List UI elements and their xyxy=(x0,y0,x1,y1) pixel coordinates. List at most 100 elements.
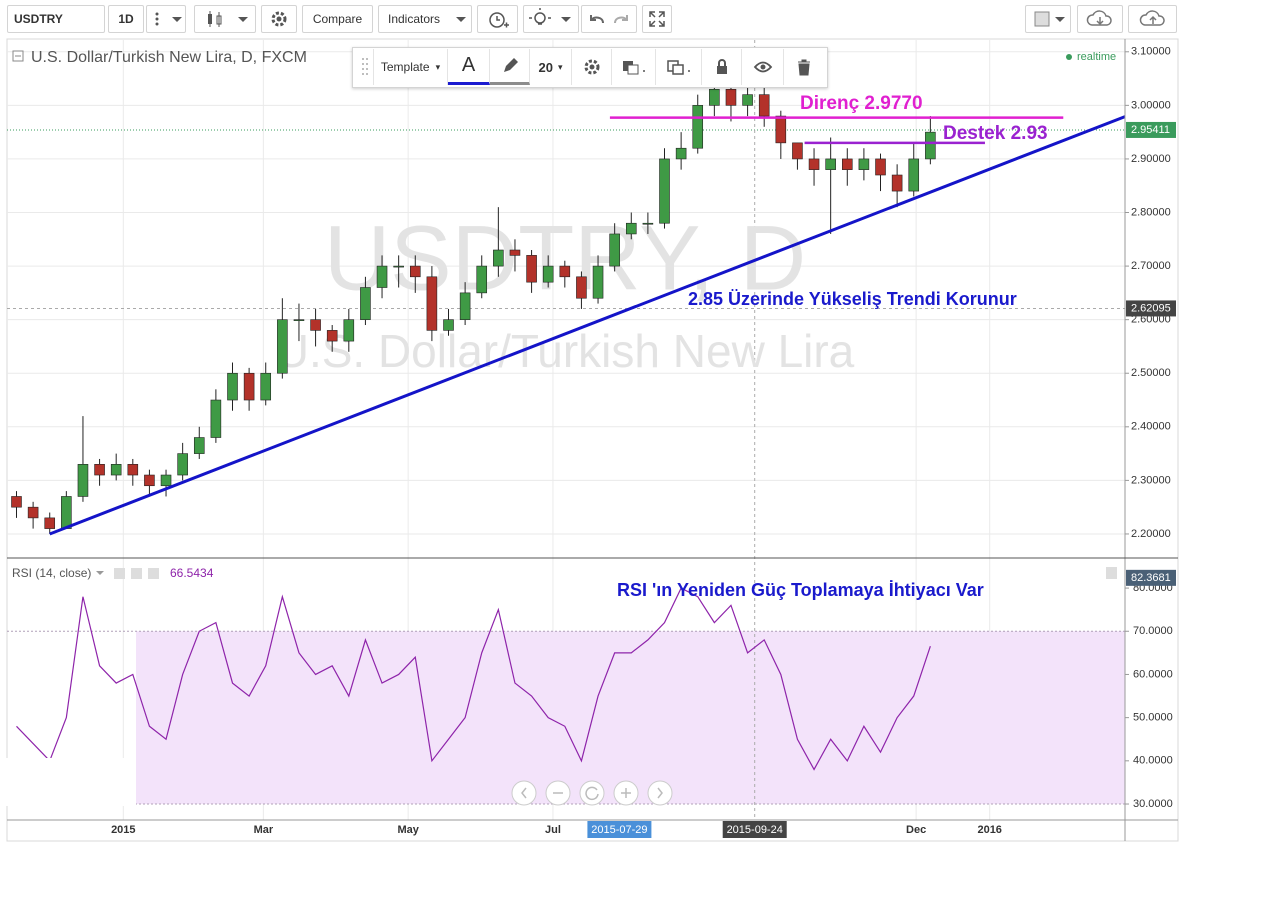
candle-body xyxy=(542,265,554,283)
drag-handle[interactable] xyxy=(356,49,374,85)
candle-body xyxy=(77,464,89,497)
save-button[interactable] xyxy=(1128,5,1177,33)
scroll-right[interactable] xyxy=(647,780,673,806)
pane-pin-icon[interactable] xyxy=(1106,567,1117,579)
candle-body xyxy=(509,249,521,256)
crosshair-date-label-box xyxy=(722,821,787,838)
compare-button[interactable]: Compare xyxy=(302,5,373,33)
gear-icon xyxy=(271,11,287,27)
hide-button[interactable] xyxy=(742,49,784,85)
crosshair-price-label-box xyxy=(1126,300,1176,317)
candle-body xyxy=(293,319,305,321)
overlay-blank xyxy=(0,758,136,806)
candle-body xyxy=(144,474,155,487)
scroll-left[interactable] xyxy=(511,780,537,806)
candle-body xyxy=(559,265,571,278)
lock-button[interactable] xyxy=(702,49,742,85)
rsi-band xyxy=(136,631,1125,805)
y-tick-label: 30.0000 xyxy=(1133,798,1173,810)
candle-body xyxy=(493,249,504,267)
layout-button[interactable] xyxy=(1025,5,1071,33)
candle-body xyxy=(891,174,903,192)
candle-body xyxy=(758,94,770,117)
candle-body xyxy=(841,158,853,170)
rsi-title: RSI (14, close) xyxy=(12,566,91,580)
last-price-label: 2.95411 xyxy=(1131,124,1170,136)
candle-body xyxy=(426,276,438,331)
crosshair-price-label: 2.62095 xyxy=(1131,302,1171,314)
candle-body xyxy=(177,453,188,476)
gear-icon xyxy=(584,59,599,75)
candle-body xyxy=(193,437,205,454)
candle-body xyxy=(110,464,122,476)
candle-body xyxy=(360,287,371,320)
candle-body xyxy=(260,372,272,401)
visual-order[interactable] xyxy=(612,49,656,85)
ideas-button[interactable] xyxy=(523,5,579,33)
candle-body xyxy=(742,94,753,106)
interval-button[interactable]: 1D xyxy=(108,5,144,33)
candle-body xyxy=(625,222,637,235)
y-tick-label: 2.30000 xyxy=(1131,474,1171,486)
style-settings[interactable] xyxy=(572,49,612,85)
menu-icon xyxy=(155,12,182,26)
y-tick-label: 3.10000 xyxy=(1131,46,1171,58)
template-button[interactable]: Template ▾ xyxy=(374,49,448,85)
indicators-button[interactable]: Indicators xyxy=(378,5,472,33)
trash-icon xyxy=(798,59,810,76)
candle-body xyxy=(243,372,255,401)
clone-button[interactable] xyxy=(656,49,702,85)
rsi-icon[interactable] xyxy=(114,568,125,579)
font-size-label: 20 xyxy=(538,59,553,75)
chart-title: U.S. Dollar/Turkish New Lira, D, FXCM xyxy=(31,49,307,66)
y-tick-label: 2.60000 xyxy=(1131,314,1171,326)
fullscreen-button[interactable] xyxy=(642,5,672,33)
indicators-label: Indicators xyxy=(388,12,441,26)
candle-body xyxy=(393,265,404,268)
rsi-icon[interactable] xyxy=(131,568,142,579)
symbol-input[interactable]: USDTRY xyxy=(7,5,105,33)
candle-body xyxy=(409,265,421,278)
support-annotation: Destek 2.93 xyxy=(943,123,1048,144)
alert-button[interactable] xyxy=(477,5,518,33)
crosshair-date-label: 2015-09-24 xyxy=(727,824,783,836)
rsi-icon[interactable] xyxy=(148,568,159,579)
y-tick-label: 2.50000 xyxy=(1131,367,1171,379)
rsi-menu-icon[interactable] xyxy=(96,571,104,575)
candle-body xyxy=(443,319,454,331)
undo-redo[interactable] xyxy=(581,5,637,33)
rsi-line xyxy=(16,587,931,771)
y-tick-label: 50.0000 xyxy=(1133,712,1173,724)
candle-body xyxy=(825,158,836,170)
candle-body xyxy=(27,506,39,519)
pencil-button[interactable] xyxy=(490,49,530,85)
candle-body xyxy=(709,88,720,106)
font-size-button[interactable]: 20 ▾ xyxy=(530,49,572,85)
last-price-label-box xyxy=(1126,121,1176,138)
settings-button[interactable] xyxy=(261,5,297,33)
load-button[interactable] xyxy=(1077,5,1123,33)
candle-body xyxy=(725,88,737,106)
candle-body xyxy=(659,158,670,224)
candle-body xyxy=(792,142,803,160)
text-color-button[interactable]: A xyxy=(448,49,490,85)
candle-body xyxy=(526,255,537,283)
x-tick-label: Jul xyxy=(545,824,561,836)
chart-style-button[interactable] xyxy=(194,5,256,33)
rsi-scale-label: 82.3681 xyxy=(1131,572,1171,584)
nav-glyphs xyxy=(521,786,663,801)
candle-body xyxy=(692,105,704,149)
reset[interactable] xyxy=(579,780,605,806)
x-tick-label: Dec xyxy=(906,824,926,836)
cloud-up-icon xyxy=(1139,10,1165,26)
candle-body xyxy=(908,158,920,192)
cloud-down-icon xyxy=(1086,10,1112,26)
resistance-annotation: Direnç 2.9770 xyxy=(800,93,923,114)
candle-body xyxy=(642,222,654,225)
delete-button[interactable] xyxy=(784,49,824,85)
y-tick-label: 2.80000 xyxy=(1131,206,1171,218)
candle-body xyxy=(576,276,587,299)
candle-body xyxy=(376,265,388,288)
interval-menu[interactable] xyxy=(146,5,186,33)
layers-icon xyxy=(622,61,645,75)
